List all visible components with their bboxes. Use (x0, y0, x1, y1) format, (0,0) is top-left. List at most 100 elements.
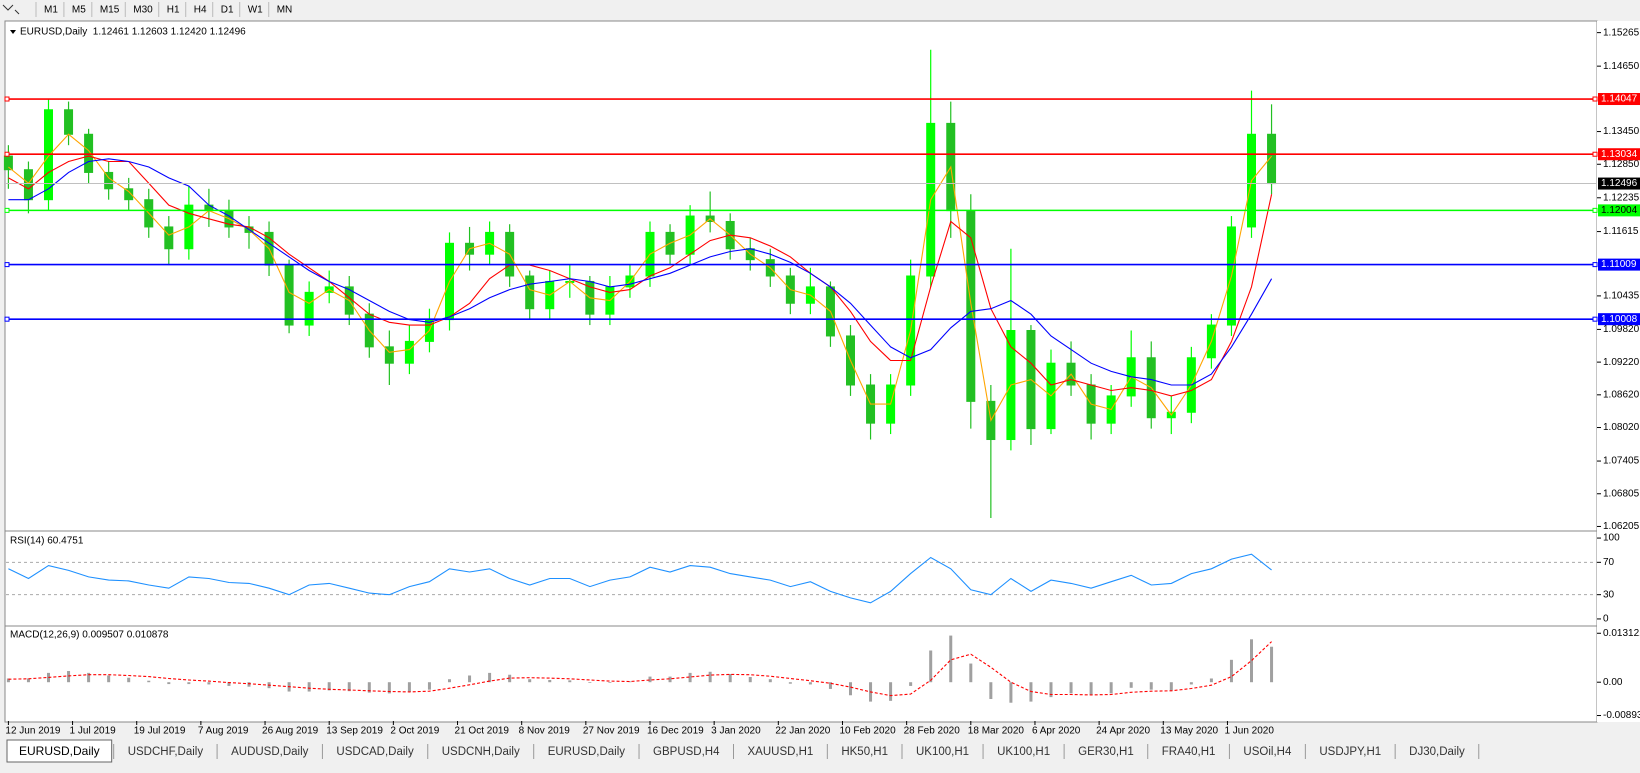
symbol-tab[interactable] (1149, 742, 1228, 761)
timeframe-button[interactable]: H4 (194, 5, 207, 16)
macd-bar (969, 663, 973, 683)
y-tick-label: 30 (1603, 589, 1615, 600)
macd-bar (989, 682, 993, 699)
symbol-tab-label[interactable]: UK100,H1 (997, 746, 1050, 758)
macd-bar (307, 682, 311, 692)
symbol-tab[interactable] (985, 742, 1063, 761)
y-tick-label: 1.12850 (1603, 159, 1640, 170)
symbol-tab-label[interactable]: AUDUSD,Daily (231, 746, 309, 758)
moving-average (8, 155, 1273, 397)
symbol-tab[interactable] (1066, 742, 1146, 761)
candle-body (164, 226, 174, 250)
symbol-tab[interactable] (535, 742, 638, 761)
y-tick-label: 0.00 (1603, 677, 1623, 688)
symbol-tab[interactable] (1397, 742, 1477, 761)
symbol-tab-label[interactable]: USDJPY,H1 (1319, 746, 1381, 758)
timeframe-button[interactable]: H1 (167, 5, 180, 16)
candle-body (84, 133, 94, 173)
price-axis (1597, 21, 1640, 722)
symbol-tab[interactable] (735, 742, 826, 761)
symbol-tab[interactable] (904, 742, 982, 761)
timeframe-button[interactable]: D1 (221, 5, 234, 16)
x-tick-label: 19 Jul 2019 (134, 726, 186, 737)
symbol-tab[interactable] (641, 742, 732, 761)
macd-bar (849, 682, 852, 696)
symbol-tab-label[interactable]: HK50,H1 (841, 746, 888, 758)
symbol-tab-label[interactable]: USDCNH,Daily (442, 746, 520, 758)
symbol-tab[interactable] (1307, 742, 1394, 761)
timeframe-button[interactable]: MN (277, 5, 293, 16)
chart-background (4, 20, 1598, 723)
macd-bar (387, 682, 391, 694)
macd-bar (889, 682, 893, 701)
symbol-tab-label[interactable]: FRA40,H1 (1162, 746, 1216, 758)
level-price-tag (1598, 93, 1640, 106)
macd-bar (207, 682, 211, 685)
symbol-tab-label[interactable]: EURUSD,Daily (548, 746, 626, 758)
x-tick-label: 22 Jan 2020 (775, 726, 830, 737)
last-price-label: 1.12496 (1601, 178, 1638, 189)
rsi-title: RSI(14) 60.4751 (10, 536, 84, 547)
y-tick-label: 1.11615 (1603, 226, 1639, 237)
level-handle (4, 262, 10, 268)
x-tick-label: 21 Oct 2019 (455, 726, 510, 737)
level-price-label: 1.10008 (1601, 314, 1638, 325)
macd-bar (6, 678, 10, 683)
macd-bar (708, 671, 712, 683)
symbol-tab-label[interactable]: XAUUSD,H1 (748, 746, 814, 758)
macd-bar (628, 681, 632, 683)
symbol-tab[interactable] (429, 742, 532, 761)
candle-body (23, 169, 33, 201)
timeframe-button[interactable]: M30 (133, 5, 153, 16)
x-tick-label: 27 Nov 2019 (583, 726, 640, 737)
timeframe-button[interactable]: M15 (100, 5, 120, 16)
timeframe-button[interactable]: M1 (44, 5, 58, 16)
symbol-tab-label[interactable]: USDCAD,Daily (336, 746, 414, 758)
level-price-label: 1.14047 (1601, 94, 1638, 105)
symbol-tab[interactable] (115, 742, 216, 761)
candle-body (384, 346, 394, 364)
x-tick-label: 16 Dec 2019 (647, 726, 704, 737)
macd-bar (1189, 682, 1193, 685)
candle-body (304, 291, 314, 326)
symbol-tab-label[interactable]: USDCHF,Daily (128, 746, 204, 758)
symbol-tab-label[interactable]: GER30,H1 (1078, 746, 1134, 758)
y-tick-label: 1.06805 (1603, 488, 1640, 499)
macd-bar (1209, 678, 1213, 683)
symbol-tab-label[interactable]: EURUSD,Daily (19, 744, 100, 758)
x-tick-label: 1 Jun 2020 (1224, 726, 1274, 737)
level-handle (4, 151, 10, 157)
level-price-label: 1.13034 (1601, 149, 1638, 160)
x-tick-label: 1 Jul 2019 (70, 726, 117, 737)
level-handle (4, 96, 10, 102)
symbol-tab[interactable] (829, 742, 900, 761)
macd-bar (528, 679, 532, 683)
timeframe-button[interactable]: M5 (72, 5, 86, 16)
macd-bar (427, 682, 431, 690)
symbol-tab-label[interactable]: DJ30,Daily (1409, 746, 1465, 758)
macd-bar (147, 680, 151, 683)
macd-bar (227, 682, 231, 686)
macd-bar (468, 675, 472, 683)
symbol-tab-label[interactable]: UK100,H1 (916, 746, 969, 758)
last-price-tag (1598, 177, 1640, 190)
symbol-tab-label[interactable]: USOil,H4 (1243, 746, 1292, 758)
x-tick-label: 6 Apr 2020 (1032, 726, 1081, 737)
macd-bar (127, 677, 131, 683)
symbol-tab[interactable] (6, 739, 113, 763)
moving-average (8, 133, 1273, 423)
y-tick-label: 1.14650 (1603, 61, 1640, 72)
y-tick-label: 1.08620 (1603, 389, 1640, 400)
macd-bar (407, 682, 411, 692)
timeframe-button[interactable]: W1 (248, 5, 263, 16)
x-tick-label: 13 May 2020 (1160, 726, 1218, 737)
symbol-tab[interactable] (324, 742, 426, 761)
macd-bar (367, 682, 371, 693)
symbol-tab-label[interactable]: GBPUSD,H4 (653, 746, 720, 758)
symbol-tab[interactable] (219, 742, 321, 761)
x-tick-label: 7 Aug 2019 (198, 726, 249, 737)
x-tick-label: 10 Feb 2020 (839, 726, 896, 737)
level-handle (4, 316, 10, 322)
level-price-tag (1598, 148, 1640, 161)
symbol-tab[interactable] (1231, 742, 1304, 761)
